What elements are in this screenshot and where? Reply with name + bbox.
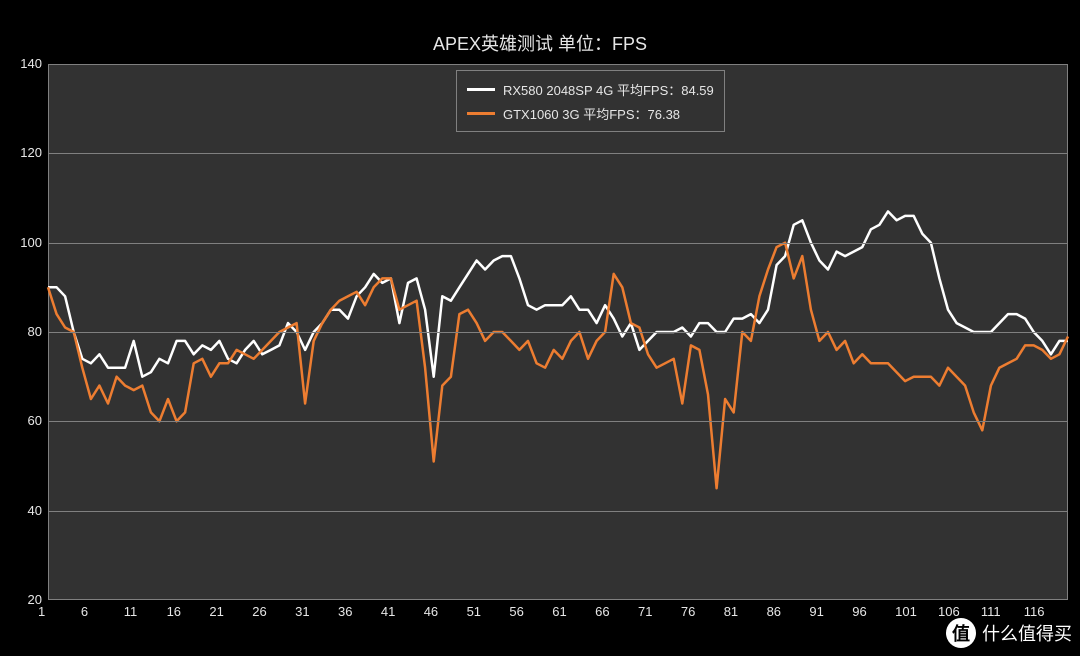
x-tick-label: 11 [124, 604, 154, 619]
x-tick-label: 96 [852, 604, 882, 619]
x-tick-label: 101 [895, 604, 925, 619]
y-tick-label: 120 [20, 145, 42, 160]
watermark-text: 什么值得买 [982, 620, 1072, 646]
x-tick-label: 61 [552, 604, 582, 619]
x-tick-label: 76 [681, 604, 711, 619]
y-tick-label: 40 [28, 503, 42, 518]
x-tick-label: 116 [1024, 604, 1054, 619]
legend-swatch-icon [467, 88, 495, 91]
y-tick-label: 140 [20, 56, 42, 71]
y-tick-label: 80 [28, 324, 42, 339]
gridline [48, 421, 1068, 422]
legend-item: RX580 2048SP 4G 平均FPS：84.59 [467, 77, 714, 101]
y-tick-label: 100 [20, 235, 42, 250]
series-line [48, 211, 1068, 376]
x-tick-label: 106 [938, 604, 968, 619]
x-tick-label: 6 [81, 604, 111, 619]
x-tick-label: 71 [638, 604, 668, 619]
x-tick-label: 46 [424, 604, 454, 619]
chart-legend: RX580 2048SP 4G 平均FPS：84.59 GTX1060 3G 平… [456, 70, 725, 132]
y-tick-label: 60 [28, 413, 42, 428]
gridline [48, 332, 1068, 333]
gridline [48, 153, 1068, 154]
series-line [48, 243, 1068, 489]
x-tick-label: 31 [295, 604, 325, 619]
x-tick-label: 86 [767, 604, 797, 619]
x-tick-label: 66 [595, 604, 625, 619]
legend-label: RX580 2048SP 4G 平均FPS：84.59 [503, 80, 714, 99]
x-tick-label: 1 [38, 604, 68, 619]
x-tick-label: 16 [167, 604, 197, 619]
x-tick-label: 21 [209, 604, 239, 619]
legend-label: GTX1060 3G 平均FPS：76.38 [503, 104, 680, 123]
x-tick-label: 91 [809, 604, 839, 619]
x-tick-label: 56 [509, 604, 539, 619]
watermark-badge-icon: 值 [946, 618, 976, 648]
legend-item: GTX1060 3G 平均FPS：76.38 [467, 101, 714, 125]
watermark: 值 什么值得买 [946, 618, 1072, 648]
gridline [48, 243, 1068, 244]
legend-swatch-icon [467, 112, 495, 115]
x-tick-label: 41 [381, 604, 411, 619]
x-tick-label: 81 [724, 604, 754, 619]
x-tick-label: 26 [252, 604, 282, 619]
x-tick-label: 36 [338, 604, 368, 619]
x-tick-label: 51 [467, 604, 497, 619]
x-tick-label: 111 [981, 604, 1011, 619]
gridline [48, 511, 1068, 512]
